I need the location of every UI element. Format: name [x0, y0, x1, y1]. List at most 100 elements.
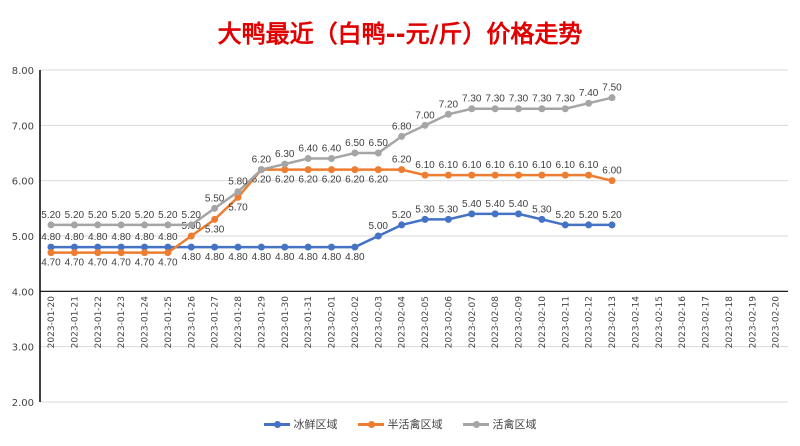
data-label: 4.80	[88, 232, 108, 243]
x-tick-label: 2023-02-13	[608, 296, 618, 348]
data-point	[468, 171, 476, 179]
data-label: 6.10	[462, 160, 482, 171]
data-point	[515, 171, 522, 179]
data-point	[351, 149, 359, 157]
data-label: 7.30	[556, 94, 576, 105]
data-point	[94, 243, 102, 251]
x-tick-label: 2023-01-24	[141, 296, 151, 349]
data-label: 7.30	[462, 94, 482, 105]
legend-item: 半活禽区域	[357, 416, 443, 432]
legend-label: 半活禽区域	[387, 418, 443, 431]
data-point	[421, 121, 429, 129]
y-tick-label: 8.00	[12, 66, 34, 77]
data-label: 4.80	[275, 252, 295, 263]
data-label: 6.10	[509, 160, 529, 171]
y-tick-label: 2.00	[12, 398, 34, 409]
x-tick-label: 2023-01-21	[70, 296, 80, 348]
data-label: 7.30	[485, 94, 505, 105]
chart-title: 大鸭最近（白鸭--元/斤）价格走势	[217, 20, 583, 48]
x-tick-label: 2023-01-20	[47, 296, 57, 349]
data-label: 5.20	[41, 210, 61, 221]
data-label: 6.10	[485, 160, 505, 171]
data-label: 5.30	[532, 204, 552, 215]
data-label: 4.80	[298, 252, 318, 263]
data-label: 6.30	[275, 149, 295, 160]
data-label: 4.70	[111, 258, 131, 269]
data-label: 6.20	[369, 175, 389, 186]
data-point	[468, 105, 476, 113]
data-label: 7.30	[509, 94, 529, 105]
data-point	[398, 221, 406, 229]
data-point	[141, 221, 148, 229]
data-label: 4.70	[158, 258, 178, 269]
legend-label: 活禽区域	[492, 418, 537, 431]
data-label: 6.10	[579, 160, 599, 171]
data-point	[70, 243, 78, 251]
y-tick-label: 5.00	[12, 232, 34, 243]
data-point	[585, 171, 593, 179]
data-point	[585, 99, 593, 107]
data-point	[47, 249, 55, 257]
data-label: 5.20	[158, 210, 178, 221]
data-point	[304, 155, 312, 163]
data-point	[491, 210, 499, 218]
data-point	[141, 243, 148, 251]
data-point	[374, 166, 382, 174]
x-tick-label: 2023-01-28	[234, 296, 244, 349]
data-label: 6.50	[369, 138, 389, 149]
legend-item: 冰鲜区域	[263, 416, 338, 432]
y-tick-label: 4.00	[12, 287, 34, 298]
data-label: 5.20	[111, 210, 131, 221]
x-tick-label: 2023-02-09	[515, 296, 525, 349]
data-label: 5.40	[509, 199, 529, 210]
data-point	[351, 243, 359, 251]
data-label: 6.00	[602, 166, 622, 177]
data-point	[234, 243, 242, 251]
data-label: 4.80	[135, 232, 155, 243]
x-tick-label: 2023-02-20	[772, 296, 782, 349]
data-label: 6.20	[345, 175, 365, 186]
data-label: 4.70	[88, 258, 108, 269]
data-point	[328, 243, 335, 251]
data-point	[211, 204, 219, 212]
data-label: 6.20	[322, 175, 342, 186]
data-point	[421, 215, 429, 223]
data-point	[187, 232, 195, 240]
data-label: 7.40	[579, 88, 599, 99]
x-tick-label: 2023-02-18	[725, 296, 735, 349]
data-label: 6.80	[392, 121, 412, 132]
data-point	[444, 171, 452, 179]
data-point	[47, 221, 55, 229]
data-label: 5.20	[556, 210, 576, 221]
x-tick-label: 2023-02-17	[702, 296, 712, 348]
data-point	[117, 249, 125, 257]
data-label: 5.20	[135, 210, 155, 221]
data-point	[491, 105, 499, 113]
data-label: 5.20	[88, 210, 108, 221]
legend-item: 活禽区域	[462, 416, 537, 432]
y-tick-label: 6.00	[12, 177, 34, 188]
x-tick-label: 2023-02-06	[444, 296, 454, 349]
data-label: 5.20	[579, 210, 599, 221]
data-label: 6.40	[298, 144, 318, 155]
data-point	[398, 132, 406, 140]
data-label: 5.20	[392, 210, 412, 221]
data-label: 4.80	[252, 252, 272, 263]
x-tick-label: 2023-01-23	[117, 296, 127, 348]
x-tick-label: 2023-01-29	[257, 296, 267, 349]
data-point	[117, 243, 125, 251]
data-label: 6.40	[322, 144, 342, 155]
x-tick-label: 2023-02-11	[561, 296, 571, 348]
data-point	[608, 221, 616, 229]
data-point	[164, 221, 172, 229]
data-label: 5.70	[228, 202, 248, 213]
data-label: 4.80	[111, 232, 131, 243]
data-label: 4.80	[205, 252, 225, 263]
legend-label: 冰鲜区域	[293, 418, 338, 431]
data-label: 4.80	[65, 232, 85, 243]
data-label: 4.80	[158, 232, 178, 243]
data-label: 5.20	[65, 210, 85, 221]
x-tick-label: 2023-02-12	[585, 296, 595, 348]
data-point	[398, 166, 406, 174]
data-point	[538, 215, 546, 223]
